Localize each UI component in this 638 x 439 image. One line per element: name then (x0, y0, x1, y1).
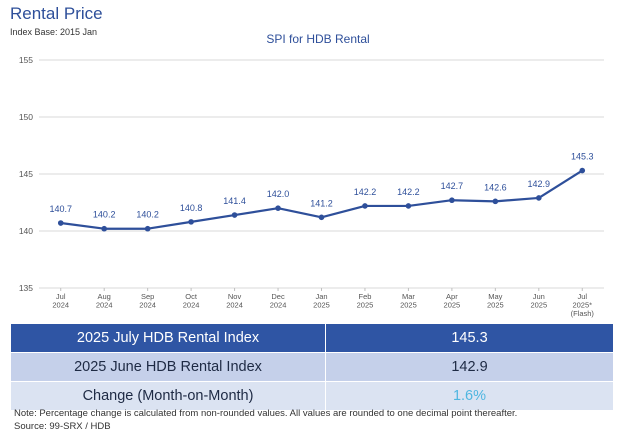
data-label: 142.7 (441, 181, 464, 191)
chart-title: SPI for HDB Rental (266, 32, 369, 46)
summary-value-previous: 142.9 (326, 353, 613, 381)
data-label: 142.2 (354, 187, 377, 197)
footnote: Note: Percentage change is calculated fr… (14, 408, 518, 419)
x-tick-label: Dec (271, 292, 285, 301)
summary-label-previous: 2025 June HDB Rental Index (11, 353, 325, 381)
summary-table: 2025 July HDB Rental Index 145.3 2025 Ju… (10, 323, 614, 411)
x-tick-label: Sep (141, 292, 154, 301)
index-base-subtitle: Index Base: 2015 Jan (10, 27, 98, 37)
data-point (231, 212, 238, 218)
y-tick-label: 135 (19, 283, 33, 293)
x-tick-label: Nov (228, 292, 242, 301)
x-tick-label: 2024 (96, 301, 113, 310)
x-tick-label: 2024 (270, 301, 287, 310)
summary-row-previous: 2025 June HDB Rental Index 142.9 (11, 353, 613, 381)
x-tick-label: Jan (315, 292, 327, 301)
summary-row-current: 2025 July HDB Rental Index 145.3 (11, 324, 613, 352)
data-label: 140.7 (49, 204, 72, 214)
y-tick-label: 145 (19, 169, 33, 179)
data-point (57, 220, 64, 226)
x-tick-label: Apr (446, 292, 458, 301)
data-label: 141.4 (223, 196, 246, 206)
data-label: 142.0 (267, 189, 290, 199)
data-point (275, 205, 281, 211)
summary-value-current: 145.3 (326, 324, 613, 352)
data-point (449, 197, 455, 204)
x-tick-label: Jul (56, 292, 66, 301)
rental-index-chart: SPI for HDB Rental 135140145150155Jul202… (19, 32, 604, 318)
x-tick-label: (Flash) (571, 309, 595, 318)
x-tick-label: 2024 (52, 301, 69, 310)
summary-label-current: 2025 July HDB Rental Index (11, 324, 325, 352)
data-label: 140.2 (93, 210, 116, 220)
page-title: Rental Price (10, 4, 103, 23)
data-point (101, 225, 107, 232)
x-tick-label: 2025 (400, 301, 417, 310)
data-label: 142.9 (528, 179, 551, 189)
data-label: 142.6 (484, 182, 507, 192)
data-point (492, 198, 499, 205)
x-tick-label: 2025* (572, 301, 592, 310)
data-label: 145.3 (571, 152, 594, 162)
data-label: 140.2 (136, 210, 159, 220)
y-tick-label: 140 (19, 226, 33, 236)
x-tick-label: Mar (402, 292, 415, 301)
x-tick-label: 2024 (226, 301, 243, 310)
x-tick-label: Jul (577, 292, 587, 301)
y-tick-label: 150 (19, 112, 33, 122)
data-point (405, 203, 412, 209)
data-label: 141.2 (310, 198, 333, 208)
x-tick-label: 2024 (183, 301, 200, 310)
x-tick-label: Aug (98, 292, 111, 301)
data-point (536, 195, 542, 201)
x-tick-label: 2025 (357, 301, 374, 310)
x-tick-label: Jun (533, 292, 545, 301)
summary-label-change: Change (Month-on-Month) (11, 382, 325, 410)
source-note: Source: 99-SRX / HDB (14, 421, 111, 432)
x-tick-label: May (488, 292, 502, 301)
x-tick-label: 2025 (530, 301, 547, 310)
x-tick-label: Feb (358, 292, 371, 301)
x-tick-label: 2025 (444, 301, 461, 310)
data-point (318, 214, 325, 221)
summary-row-change: Change (Month-on-Month) 1.6% (11, 382, 613, 410)
x-tick-label: 2025 (313, 301, 330, 310)
data-point (579, 167, 586, 174)
summary-value-change: 1.6% (326, 382, 613, 410)
data-point (144, 225, 151, 232)
data-point (188, 219, 194, 225)
x-tick-label: Oct (185, 292, 198, 301)
data-label: 140.8 (180, 203, 203, 213)
x-tick-label: 2025 (487, 301, 504, 310)
y-tick-label: 155 (19, 55, 33, 65)
data-label: 142.2 (397, 187, 420, 197)
x-tick-label: 2024 (139, 301, 156, 310)
data-point (362, 203, 368, 209)
